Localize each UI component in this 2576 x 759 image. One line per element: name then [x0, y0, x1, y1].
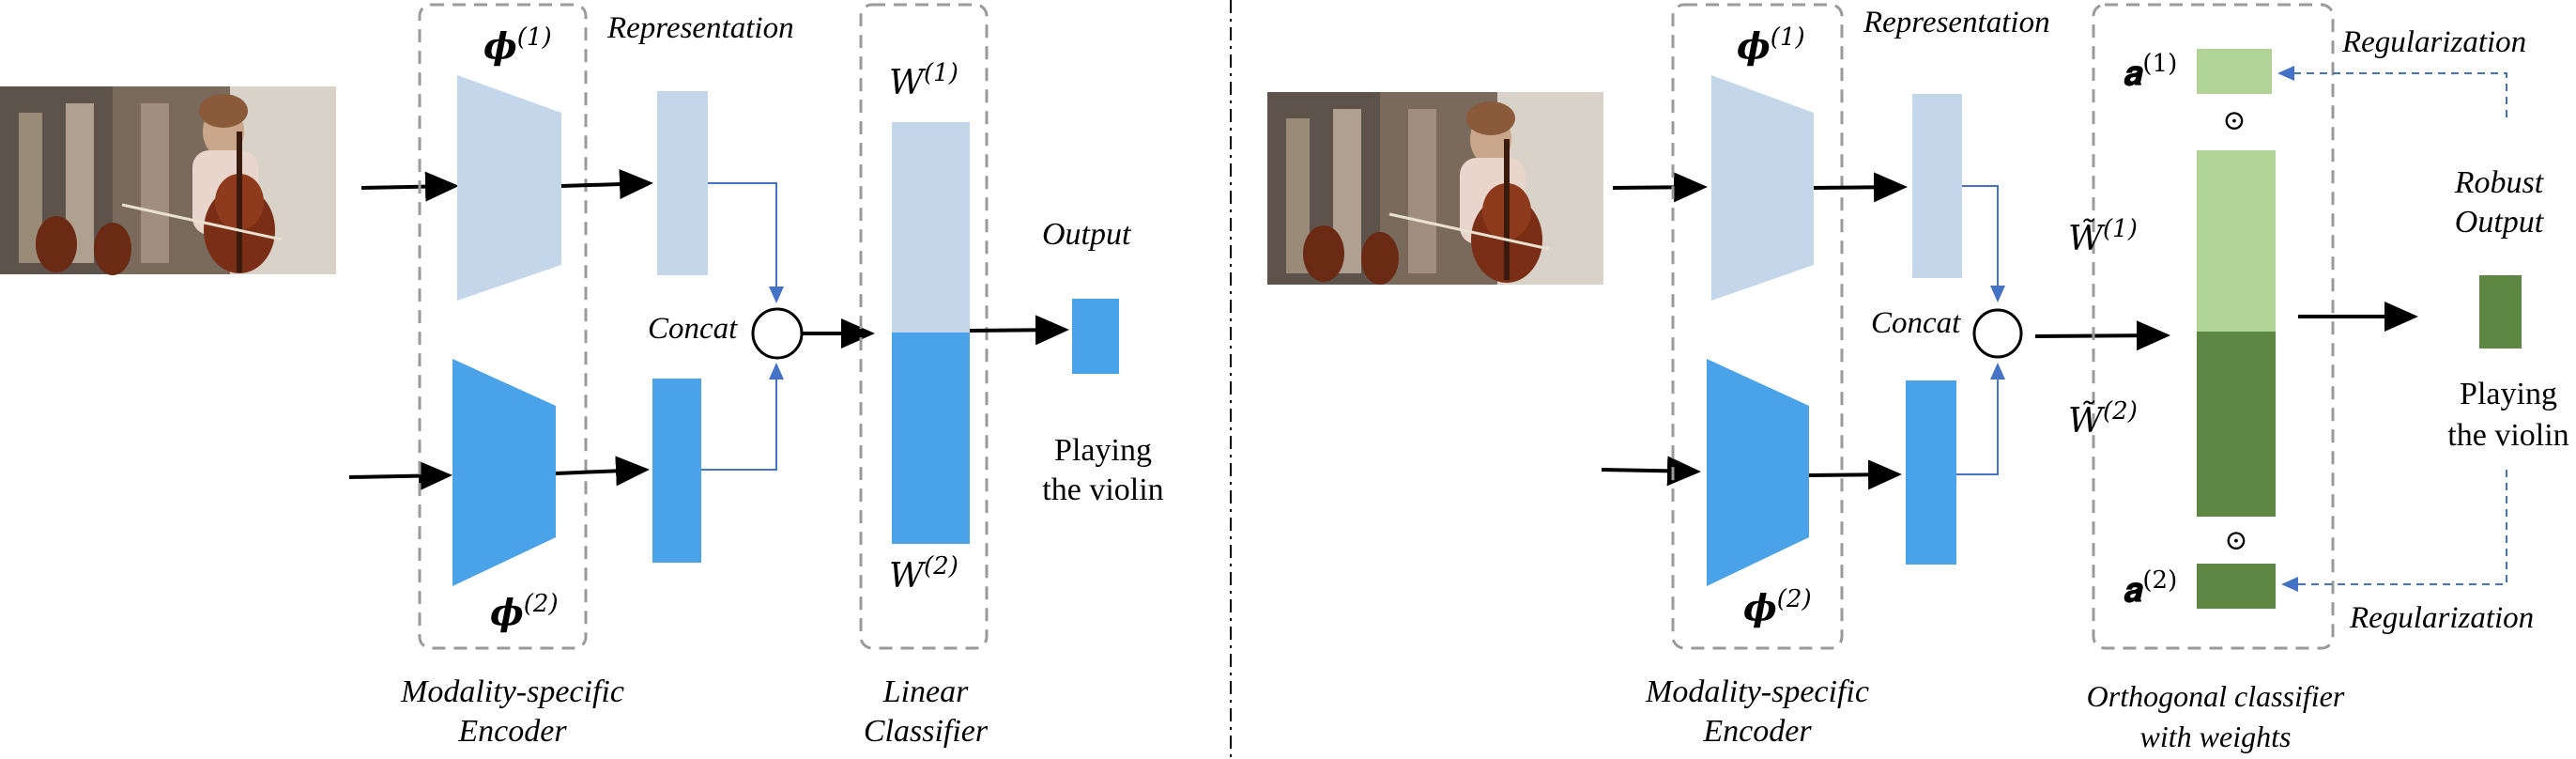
- connector-rep2-to-concat: [1956, 363, 2005, 475]
- phi2-label: 𝝓(2): [1743, 585, 1812, 628]
- encoder-caption-line1: Modality-specific: [1645, 674, 1869, 709]
- w2-tilde-label: W̃(2): [2068, 397, 2138, 441]
- robust-output-line1: Robust: [2454, 165, 2545, 200]
- w1-weight-bar: [892, 122, 970, 333]
- regularization-arrow-bottom: [2281, 470, 2507, 592]
- concat-label: Concat: [648, 312, 738, 346]
- regularization-arrow-top: [2277, 66, 2507, 117]
- representation-label: Representation: [1863, 6, 2050, 39]
- audio-waveform-icon: [24, 409, 295, 553]
- arrow-audio-to-encoder: [1601, 456, 1701, 487]
- video-frame-image: [0, 86, 336, 275]
- representation-label: Representation: [606, 11, 794, 45]
- prediction-line1: Playing: [1054, 433, 1152, 468]
- visual-encoder-trapezoid: [457, 75, 561, 301]
- alpha1-label: 𝒂(1): [2124, 50, 2177, 93]
- concat-circle: [751, 307, 804, 360]
- connector-rep2-to-concat: [701, 363, 784, 471]
- connector-rep1-to-concat: [1962, 185, 2005, 302]
- classifier-caption-line2: with weights: [2140, 720, 2292, 753]
- arrow-encoder2-to-rep: [555, 456, 650, 487]
- right-panel: 𝝓(1) 𝝓(2) Representation Concat 𝒂(1) ⊙ W…: [1267, 3, 2569, 753]
- phi2-label: 𝝓(2): [490, 590, 559, 633]
- w1-tilde-label: W̃(1): [2068, 215, 2138, 258]
- alpha2-weight-box: [2197, 564, 2276, 609]
- robust-output-line2: Output: [2455, 205, 2545, 240]
- prediction-line2: the violin: [2447, 418, 2568, 453]
- audio-representation-bar: [1906, 380, 1956, 565]
- audio-encoder-trapezoid: [1707, 359, 1809, 586]
- encoder-dashed-box: [1671, 3, 1844, 650]
- video-frame-image: [1267, 92, 1603, 285]
- encoder-caption-line2: Encoder: [457, 714, 567, 749]
- w2-tilde-weight-bar: [2197, 332, 2276, 517]
- concat-label: Concat: [1871, 306, 1961, 340]
- encoder-caption-line2: Encoder: [1702, 714, 1812, 749]
- output-label: Output: [1042, 217, 1132, 252]
- visual-representation-bar: [1912, 94, 1962, 278]
- odot-top: ⊙: [2222, 104, 2246, 137]
- prediction-line2: the violin: [1042, 472, 1163, 507]
- output-bar: [1072, 299, 1119, 374]
- alpha1-weight-box: [2197, 49, 2272, 94]
- arrow-classifier-to-output: [969, 315, 1069, 346]
- left-panel: 𝝓(1) 𝝓(2) Representation Concat W(1) W(2…: [0, 3, 1164, 749]
- classifier-caption-line1: Linear: [882, 674, 969, 709]
- w2-label: W(2): [889, 552, 958, 596]
- odot-bottom: ⊙: [2224, 524, 2247, 557]
- prediction-line1: Playing: [2460, 377, 2557, 411]
- visual-encoder-trapezoid: [1711, 75, 1814, 301]
- w2-weight-bar: [892, 333, 970, 544]
- concat-circle: [1972, 308, 2023, 359]
- robust-output-bar: [2479, 275, 2522, 349]
- classifier-caption-line2: Classifier: [864, 714, 989, 749]
- phi1-label: 𝝓(1): [483, 23, 552, 67]
- arrow-audio-to-encoder: [348, 460, 452, 491]
- arrow-concat-to-classifier: [2034, 320, 2170, 351]
- encoder-caption-line1: Modality-specific: [400, 674, 624, 709]
- audio-encoder-trapezoid: [452, 359, 556, 586]
- classifier-dashed-box: [2092, 3, 2335, 650]
- regularization-label-top: Regularization: [2341, 25, 2526, 59]
- arrow-image-to-encoder: [1612, 172, 1708, 203]
- regularization-label-bottom: Regularization: [2349, 601, 2534, 635]
- w1-tilde-weight-bar: [2197, 150, 2276, 332]
- phi1-label: 𝝓(1): [1737, 23, 1805, 67]
- encoder-dashed-box: [418, 3, 588, 650]
- audio-waveform-icon: [1297, 399, 1568, 544]
- arrow-encoder1-to-rep: [560, 169, 653, 200]
- classifier-caption-line1: Orthogonal classifier: [2087, 679, 2345, 713]
- arrow-image-to-encoder: [360, 171, 459, 202]
- connector-rep1-to-concat: [708, 182, 784, 303]
- classifier-dashed-box: [859, 3, 989, 650]
- alpha2-label: 𝒂(2): [2124, 566, 2177, 610]
- arrow-encoder1-to-rep: [1813, 172, 1908, 203]
- arrow-encoder2-to-rep: [1808, 459, 1902, 490]
- visual-representation-bar: [657, 91, 708, 275]
- audio-representation-bar: [652, 379, 701, 563]
- w1-label: W(1): [889, 59, 958, 102]
